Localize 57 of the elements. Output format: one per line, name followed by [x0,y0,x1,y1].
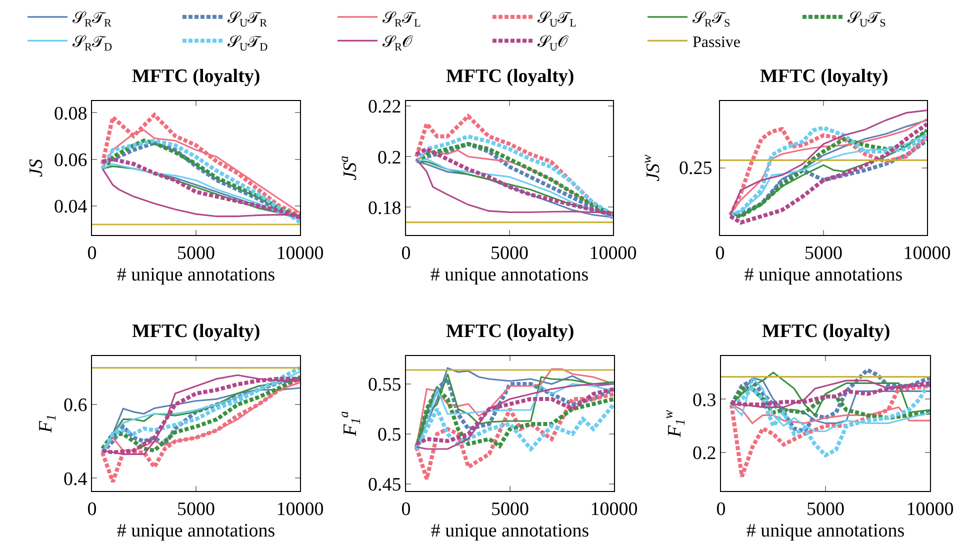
y-tick-label: 0.3 [692,390,716,411]
chart-title: MFTC (loyalty) [762,321,890,342]
legend-label: 𝒮$_{R}$𝒯$_{R}$ [72,10,112,30]
x-axis-title: # unique annotations [116,264,276,286]
x-tick-label: 5000 [490,242,528,264]
y-tick-label: 0.2 [692,443,716,464]
x-tick-label: 0 [401,498,411,520]
x-tick-label: 10000 [906,498,954,520]
legend-label: 𝒮$_{U}$𝒪 [538,34,569,54]
y-tick-label: 0.45 [368,474,402,496]
y-axis-title: JS [26,158,47,177]
x-tick-label: 5000 [177,498,215,520]
y-tick-label: 0.55 [368,374,402,396]
x-tick-label: 0 [716,498,726,520]
x-tick-label: 5000 [804,242,842,264]
y-tick-label: 0.6 [63,395,88,416]
y-tick-label: 0.22 [368,96,402,118]
chart-title: MFTC (loyalty) [132,66,260,87]
chart-title: MFTC (loyalty) [760,66,888,87]
legend-label: 𝒮$_{U}$𝒯$_{R}$ [228,10,268,30]
x-tick-label: 10000 [903,242,951,264]
x-axis-title: # unique annotations [430,520,590,542]
y-tick-label: 0.08 [54,103,88,124]
y-tick-label: 0.5 [377,424,402,446]
x-axis-title: # unique annotations [430,264,589,286]
x-tick-label: 10000 [276,498,324,520]
line-series [414,114,613,220]
text: 0.25 [679,158,712,179]
y-tick-label: 0.2 [377,147,402,168]
legend-label: 𝒮$_{R}$𝒪 [382,34,413,54]
chart-title: MFTC (loyalty) [132,321,260,342]
chart-title: MFTC (loyalty) [446,66,574,87]
x-tick-label: 0 [715,242,725,264]
x-tick-label: 5000 [491,498,529,520]
y-tick-label: 0.06 [54,150,88,171]
legend-label: Passive [692,34,740,51]
y-tick-label: 0.18 [368,198,402,219]
chart-title: MFTC (loyalty) [446,321,574,342]
x-tick-label: 10000 [589,242,637,264]
x-tick-label: 0 [401,242,411,264]
legend-label: 𝒮$_{R}$𝒯$_{D}$ [72,34,112,54]
y-tick-label: 0.4 [63,468,88,490]
legend-label: 𝒮$_{U}$𝒯$_{S}$ [848,10,886,30]
x-tick-label: 10000 [276,242,324,264]
x-axis-title: # unique annotations [116,520,276,542]
x-axis-title: # unique annotations [744,264,903,286]
legend-label: 𝒮$_{U}$𝒯$_{L}$ [538,10,577,30]
x-axis-title: # unique annotations [746,520,905,542]
x-tick-label: 5000 [177,242,215,264]
legend-label: 𝒮$_{R}$𝒯$_{S}$ [692,10,730,30]
x-tick-label: 0 [87,242,97,264]
legend-label: 𝒮$_{R}$𝒯$_{L}$ [382,10,421,30]
y-tick-label: 0.04 [54,196,88,218]
x-tick-label: 5000 [806,498,844,520]
x-tick-label: 10000 [590,498,638,520]
legend-label: 𝒮$_{U}$𝒯$_{D}$ [228,34,268,54]
x-tick-label: 0 [87,498,97,520]
